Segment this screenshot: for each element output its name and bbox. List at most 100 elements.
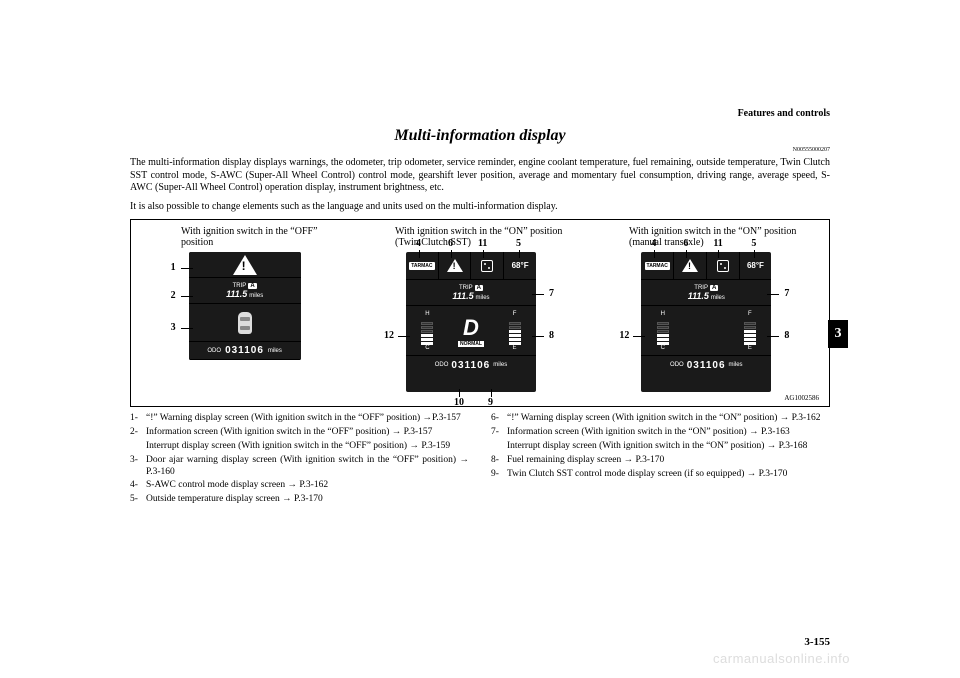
li-6-num: 6- <box>491 413 507 425</box>
figure-label-off: With ignition switch in the “OFF” positi… <box>181 226 341 248</box>
screen-on-sst-wrap: 4 6 11 5 7 8 12 10 9 TARMAC 68°F <box>406 252 536 392</box>
on-odo-row: ODO031106miles <box>406 356 536 374</box>
callout-10: 10 <box>454 397 464 408</box>
callout-6b: 6 <box>683 238 688 249</box>
callout-11b: 11 <box>713 238 722 249</box>
page-title: Multi-information display <box>130 127 830 145</box>
trip-value-3: 111.5 <box>688 291 709 301</box>
on-trip-row: TRIPA 111.5 miles <box>406 280 536 306</box>
li-7-text: Information screen (With ignition switch… <box>507 427 830 439</box>
gauge-e: E <box>513 345 517 351</box>
callout-3: 3 <box>171 322 176 333</box>
gear-display: D NORMAL <box>449 306 493 355</box>
screen-on-manual: TARMAC 68°F TRIPA 111.5 miles H C <box>641 252 771 392</box>
li-7-sub: Interrupt display screen (With ignition … <box>507 441 830 453</box>
temp-gauge-2: H C <box>641 306 684 355</box>
callout-8b: 8 <box>784 330 789 341</box>
intro-paragraph-1: The multi-information display displays w… <box>130 157 830 195</box>
li-4-text: S-AWC control mode display screen → P.3-… <box>146 480 469 492</box>
screen-on-manual-wrap: 4 6 11 5 7 8 12 TARMAC 68°F TRIPA 11 <box>641 252 771 392</box>
on-trip-row-2: TRIPA 111.5 miles <box>641 280 771 306</box>
warning-icon-2 <box>682 259 698 272</box>
li-8-text: Fuel remaining display screen → P.3-170 <box>507 455 830 467</box>
watermark: carmanualsonline.info <box>713 651 850 666</box>
callout-5b: 5 <box>751 238 756 249</box>
trip-value: 111.5 <box>226 289 247 299</box>
gear-letter: D <box>463 315 479 341</box>
off-warning-row <box>189 252 301 278</box>
off-odo-row: ODO 031106 miles <box>189 342 301 360</box>
fuel-gauge-2: F E <box>728 306 771 355</box>
off-trip-row: TRIPA 111.5 miles <box>189 278 301 304</box>
callout-11a: 11 <box>478 238 487 249</box>
callout-9: 9 <box>488 397 493 408</box>
li-2-sub: Interrupt display screen (With ignition … <box>146 441 469 453</box>
li-9-text: Twin Clutch SST control mode display scr… <box>507 469 830 481</box>
on-gauges-row: H C D NORMAL F E <box>406 306 536 356</box>
callout-4: 4 <box>416 238 421 249</box>
screen-on-sst: TARMAC 68°F TRIPA 111.5 miles H C <box>406 252 536 392</box>
li-3-text: Door ajar warning display screen (With i… <box>146 455 469 479</box>
page-number: 3-155 <box>804 636 830 648</box>
tarmac-badge: TARMAC <box>409 262 434 270</box>
temp-gauge: H C <box>406 306 449 355</box>
callout-1: 1 <box>171 262 176 273</box>
temp-value-2: 68°F <box>747 261 764 270</box>
callout-7b: 7 <box>784 288 789 299</box>
warning-icon <box>447 259 463 272</box>
odo-unit-3: miles <box>729 362 743 368</box>
li-5-text: Outside temperature display screen → P.3… <box>146 494 469 506</box>
awc-icon-2 <box>717 260 729 272</box>
odo-value: 031106 <box>225 345 264 356</box>
intro-paragraph-2: It is also possible to change elements s… <box>130 201 830 214</box>
li-4-num: 4- <box>130 480 146 492</box>
li-3-num: 3- <box>130 455 146 479</box>
section-header: Features and controls <box>130 108 830 119</box>
legend-left-column: 1-“!” Warning display screen (With ignit… <box>130 413 469 508</box>
li-9-num: 9- <box>491 469 507 481</box>
trip-value-2: 111.5 <box>452 291 473 301</box>
doc-code: N00555000207 <box>130 147 830 153</box>
odo-label-2: ODO <box>435 362 449 368</box>
callout-5a: 5 <box>516 238 521 249</box>
awc-icon <box>481 260 493 272</box>
temp-value: 68°F <box>512 261 529 270</box>
callout-12b: 12 <box>619 330 629 341</box>
li-1-text: “!” Warning display screen (With ignitio… <box>146 413 469 425</box>
figure-label-on-manual: With ignition switch in the “ON” positio… <box>629 226 819 248</box>
callout-12a: 12 <box>384 330 394 341</box>
li-2-num: 2- <box>130 427 146 439</box>
odo-label-3: ODO <box>670 362 684 368</box>
car-icon <box>238 312 252 334</box>
on-odo-row-2: ODO031106miles <box>641 356 771 374</box>
callout-4b: 4 <box>651 238 656 249</box>
odo-unit: miles <box>268 348 282 354</box>
callout-6: 6 <box>448 238 453 249</box>
li-1-num: 1- <box>130 413 146 425</box>
li-7-num: 7- <box>491 427 507 439</box>
gear-display-empty <box>684 306 728 355</box>
off-door-row <box>189 304 301 342</box>
warning-triangle-icon <box>233 255 257 275</box>
callout-7a: 7 <box>549 288 554 299</box>
chapter-tab: 3 <box>828 320 848 348</box>
on-gauges-row-2: H C F E <box>641 306 771 356</box>
legend-right-column: 6-“!” Warning display screen (With ignit… <box>491 413 830 508</box>
tarmac-badge-2: TARMAC <box>645 262 670 270</box>
fuel-gauge: F E <box>493 306 536 355</box>
li-5-num: 5- <box>130 494 146 506</box>
callout-2: 2 <box>171 290 176 301</box>
screen-off: TRIPA 111.5 miles ODO 031106 miles <box>189 252 301 360</box>
odo-unit-2: miles <box>493 362 507 368</box>
figure-code: AG1002586 <box>141 394 819 402</box>
gauge-c-2: C <box>661 345 665 351</box>
gauge-e-2: E <box>748 345 752 351</box>
gauge-c: C <box>425 345 429 351</box>
trip-unit: miles <box>249 293 263 299</box>
li-8-num: 8- <box>491 455 507 467</box>
trip-unit-2: miles <box>476 295 490 301</box>
li-6-text: “!” Warning display screen (With ignitio… <box>507 413 830 425</box>
odo-label: ODO <box>207 348 221 354</box>
trip-unit-3: miles <box>711 295 725 301</box>
callout-8a: 8 <box>549 330 554 341</box>
